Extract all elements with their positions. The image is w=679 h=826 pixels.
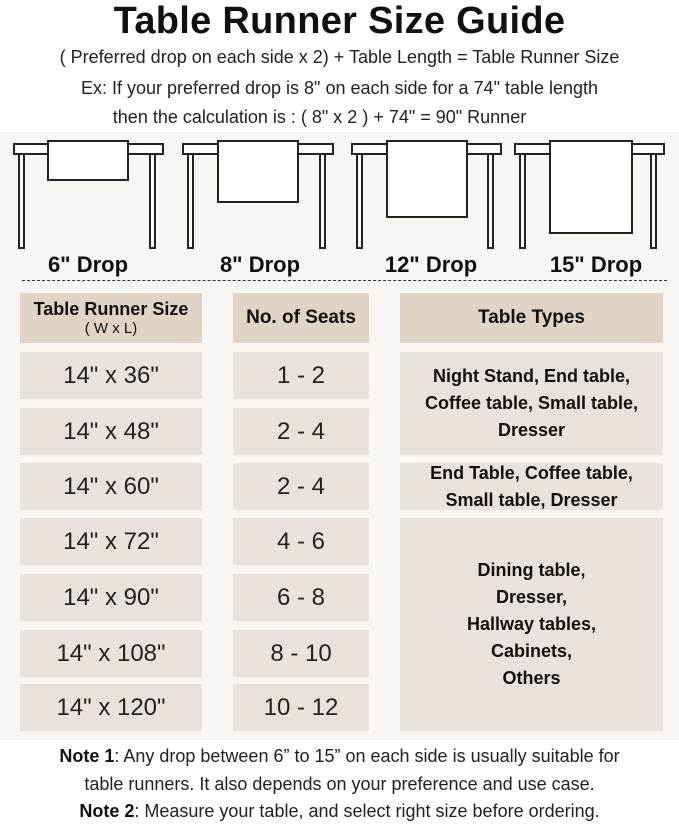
table-leg — [487, 153, 494, 249]
types-large: Dining table, Dresser, Hallway tables, C… — [400, 518, 663, 731]
table-leg — [149, 153, 156, 249]
page-title: Table Runner Size Guide — [113, 0, 566, 42]
formula-text: ( Preferred drop on each side x 2) + Tab… — [59, 47, 620, 67]
row-size: 14" x 36" — [20, 352, 202, 399]
drop-label-12: 12" Drop — [384, 252, 478, 277]
row-seats: 10 - 12 — [233, 684, 369, 731]
drop-label-6: 6" Drop — [47, 252, 129, 277]
row-seats: 2 - 4 — [233, 408, 369, 455]
row-seats: 6 - 8 — [233, 574, 369, 621]
row-size: 14" x 48" — [20, 408, 202, 455]
table-leg — [356, 153, 363, 249]
table-leg — [319, 153, 326, 249]
example-line-1: Ex: If your preferred drop is 8" on each… — [80, 78, 599, 98]
row-size: 14" x 90" — [20, 574, 202, 621]
note-1: Note 1: Any drop between 6” to 15” on ea… — [0, 746, 679, 767]
header-size-sub: ( W x L) — [84, 320, 138, 337]
row-seats: 2 - 4 — [233, 463, 369, 510]
note-2: Note 2: Measure your table, and select r… — [0, 801, 679, 822]
row-seats: 8 - 10 — [233, 630, 369, 677]
note-2-label: Note 2 — [79, 801, 135, 821]
header-types: Table Types — [400, 293, 663, 343]
note-1-text: : Any drop between 6” to 15” on each sid… — [114, 746, 620, 766]
header-size-label: Table Runner Size — [33, 299, 189, 319]
header-seats: No. of Seats — [233, 293, 369, 343]
table-leg — [187, 153, 194, 249]
note-1-label: Note 1 — [59, 746, 115, 766]
header-size: Table Runner Size ( W x L) — [20, 293, 202, 343]
table-runner — [217, 140, 299, 203]
dashed-divider — [22, 280, 667, 281]
drop-label-15: 15" Drop — [549, 252, 643, 277]
row-seats: 1 - 2 — [233, 352, 369, 399]
types-small: Night Stand, End table, Coffee table, Sm… — [400, 352, 663, 455]
drop-label-8: 8" Drop — [219, 252, 301, 277]
table-leg — [650, 153, 657, 249]
example-line-2: then the calculation is : ( 8" x 2 ) + 7… — [112, 107, 527, 127]
row-size: 14" x 60" — [20, 463, 202, 510]
table-runner — [47, 140, 129, 181]
row-seats: 4 - 6 — [233, 518, 369, 565]
types-medium: End Table, Coffee table, Small table, Dr… — [400, 463, 663, 510]
note-2-text: : Measure your table, and select right s… — [134, 801, 600, 821]
table-leg — [519, 153, 526, 249]
note-1-continued: table runners. It also depends on your p… — [84, 774, 595, 794]
row-size: 14" x 72" — [20, 518, 202, 565]
table-runner — [549, 140, 633, 234]
row-size: 14" x 108" — [20, 630, 202, 677]
row-size: 14" x 120" — [20, 684, 202, 731]
table-leg — [18, 153, 25, 249]
table-drop-diagrams — [13, 140, 665, 249]
table-runner — [386, 140, 468, 218]
